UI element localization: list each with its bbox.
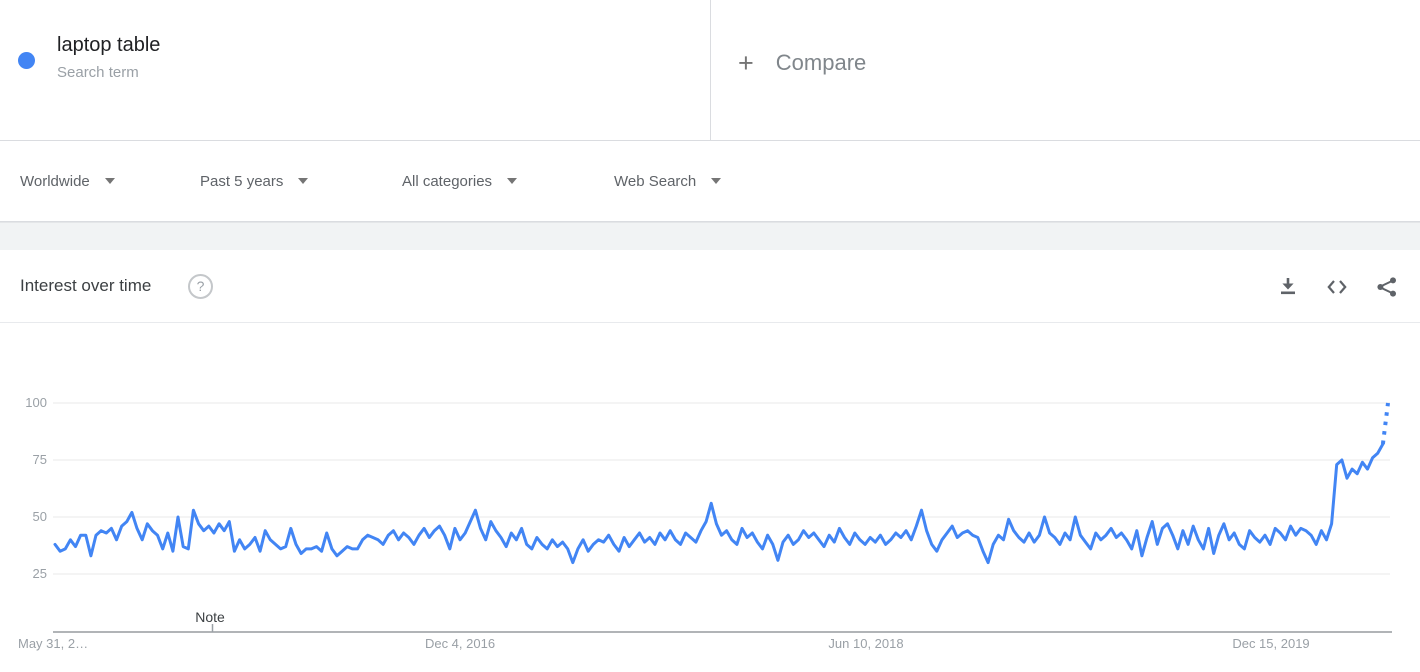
header-divider (710, 0, 711, 140)
help-icon[interactable]: ? (188, 274, 213, 299)
header-bar: laptop table Search term + Compare (0, 0, 1420, 141)
trend-line (53, 442, 1385, 565)
y-axis-label: 50 (32, 509, 47, 524)
x-axis-label: Dec 15, 2019 (1232, 636, 1310, 651)
search-term-label: laptop table (57, 34, 161, 56)
share-icon (1377, 277, 1396, 297)
search-type-filter-dropdown[interactable]: Web Search (614, 141, 722, 221)
download-button[interactable] (1278, 277, 1298, 297)
embed-icon (1327, 280, 1347, 294)
search-term-type: Search term (57, 64, 139, 81)
interest-over-time-chart[interactable]: 100 75 50 25 Note May 31, 2… Dec 4, 2016… (0, 322, 1420, 672)
region-filter-label: Worldwide (20, 172, 90, 190)
compare-label: Compare (775, 50, 867, 75)
card-header-divider (0, 322, 1420, 323)
interest-over-time-card: Interest over time ? (0, 250, 1420, 672)
trend-plot-svg (53, 402, 1392, 633)
chevron-down-icon (507, 178, 518, 184)
y-axis-label: 100 (25, 395, 47, 410)
y-axis-label: 25 (32, 566, 47, 581)
download-icon (1281, 278, 1295, 295)
region-filter-dropdown[interactable]: Worldwide (20, 141, 115, 221)
category-filter-dropdown[interactable]: All categories (402, 141, 518, 221)
chevron-down-icon (104, 178, 115, 184)
card-title: Interest over time (20, 276, 152, 295)
x-axis-label: Dec 4, 2016 (424, 636, 496, 651)
trend-line-partial-data (1380, 402, 1390, 445)
filter-bar: Worldwide Past 5 years All categories We… (0, 141, 1420, 222)
plus-icon: + (738, 48, 754, 78)
gridlines (53, 402, 1390, 575)
section-spacer-band (0, 222, 1420, 250)
time-range-filter-dropdown[interactable]: Past 5 years (200, 141, 309, 221)
x-axis-label: Jun 10, 2018 (828, 636, 904, 651)
compare-button[interactable]: + Compare (738, 48, 866, 78)
note-link[interactable]: Note (195, 609, 225, 625)
series-color-dot-icon (18, 52, 35, 69)
y-axis-label: 75 (32, 452, 47, 467)
time-range-filter-label: Past 5 years (200, 172, 284, 190)
chevron-down-icon (711, 178, 722, 184)
x-axis-label: May 31, 2… (18, 636, 89, 651)
search-type-filter-label: Web Search (614, 172, 697, 190)
share-button[interactable] (1377, 277, 1397, 297)
embed-button[interactable] (1327, 277, 1347, 297)
category-filter-label: All categories (402, 172, 493, 190)
chevron-down-icon (298, 178, 309, 184)
